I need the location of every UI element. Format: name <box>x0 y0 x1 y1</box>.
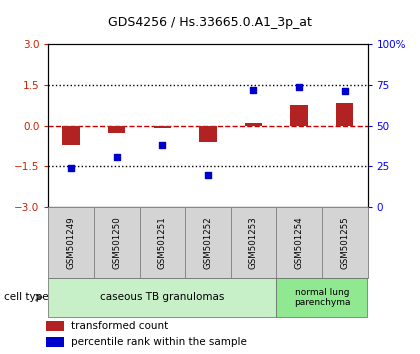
Bar <box>291 105 308 126</box>
Text: GSM501251: GSM501251 <box>158 216 167 269</box>
Bar <box>185 207 231 278</box>
Point <box>68 165 74 171</box>
Bar <box>336 103 353 126</box>
Text: transformed count: transformed count <box>71 321 168 331</box>
Text: GSM501249: GSM501249 <box>67 216 76 269</box>
Bar <box>139 207 185 278</box>
Text: caseous TB granulomas: caseous TB granulomas <box>100 292 224 302</box>
Bar <box>47 337 65 347</box>
Bar <box>48 278 276 317</box>
Bar <box>322 207 368 278</box>
Bar <box>108 126 125 133</box>
Text: GSM501253: GSM501253 <box>249 216 258 269</box>
Bar <box>47 321 65 331</box>
Text: GSM501255: GSM501255 <box>340 216 349 269</box>
Point <box>250 87 257 93</box>
Point <box>113 154 120 159</box>
Point <box>205 172 211 177</box>
Text: normal lung
parenchyma: normal lung parenchyma <box>294 288 350 307</box>
Bar <box>63 126 80 145</box>
Text: cell type: cell type <box>4 292 49 302</box>
Point <box>341 88 348 94</box>
Text: percentile rank within the sample: percentile rank within the sample <box>71 337 247 347</box>
Point <box>296 84 302 90</box>
Bar <box>276 278 368 317</box>
Point <box>159 142 165 148</box>
Bar <box>154 126 171 127</box>
Text: GSM501252: GSM501252 <box>203 216 213 269</box>
Bar <box>276 207 322 278</box>
Bar <box>199 126 217 142</box>
Bar <box>94 207 139 278</box>
Text: GSM501250: GSM501250 <box>112 216 121 269</box>
Bar <box>245 123 262 126</box>
Bar <box>48 207 94 278</box>
Text: GSM501254: GSM501254 <box>294 216 304 269</box>
Bar <box>231 207 276 278</box>
Text: GDS4256 / Hs.33665.0.A1_3p_at: GDS4256 / Hs.33665.0.A1_3p_at <box>108 16 312 29</box>
